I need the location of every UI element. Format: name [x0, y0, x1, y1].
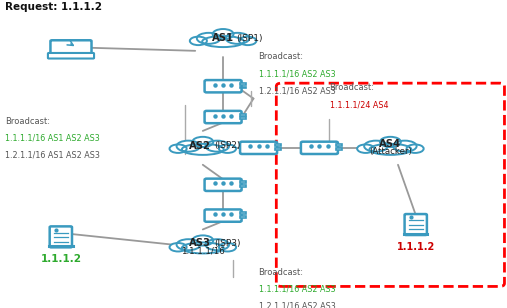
Ellipse shape: [190, 37, 207, 45]
FancyBboxPatch shape: [204, 80, 242, 92]
FancyBboxPatch shape: [405, 214, 427, 235]
FancyBboxPatch shape: [204, 111, 242, 123]
FancyBboxPatch shape: [240, 114, 246, 116]
FancyBboxPatch shape: [240, 212, 246, 214]
Ellipse shape: [202, 36, 244, 47]
FancyBboxPatch shape: [204, 209, 242, 222]
Text: 1.1.1.1/16 AS1 AS2 AS3: 1.1.1.1/16 AS1 AS2 AS3: [5, 134, 100, 143]
Text: 1.2.1.1/16 AS2 AS3: 1.2.1.1/16 AS2 AS3: [259, 86, 335, 95]
FancyBboxPatch shape: [240, 87, 246, 88]
Ellipse shape: [197, 33, 221, 44]
FancyBboxPatch shape: [204, 179, 242, 191]
Text: AS4: AS4: [379, 139, 402, 149]
Ellipse shape: [205, 141, 229, 152]
FancyBboxPatch shape: [301, 142, 338, 154]
Text: Broadcast:: Broadcast:: [259, 268, 304, 277]
FancyBboxPatch shape: [336, 148, 342, 150]
FancyBboxPatch shape: [240, 216, 246, 218]
Text: 1.1.1.1/16 AS2 AS3: 1.1.1.1/16 AS2 AS3: [259, 285, 335, 294]
FancyBboxPatch shape: [240, 117, 246, 119]
Ellipse shape: [364, 141, 388, 152]
Ellipse shape: [380, 137, 401, 147]
FancyBboxPatch shape: [240, 185, 246, 187]
Text: Broadcast:: Broadcast:: [259, 52, 304, 61]
Text: 1.1.1.1/24 AS4: 1.1.1.1/24 AS4: [330, 100, 388, 109]
Text: AS1: AS1: [212, 33, 234, 43]
FancyBboxPatch shape: [48, 53, 94, 59]
Text: AS3: AS3: [189, 238, 211, 248]
Text: 1.2.1.1/16 AS2 AS3: 1.2.1.1/16 AS2 AS3: [259, 302, 335, 308]
Ellipse shape: [192, 235, 213, 245]
Ellipse shape: [370, 144, 411, 155]
Ellipse shape: [393, 141, 417, 152]
Text: (ISP1): (ISP1): [236, 34, 262, 43]
FancyBboxPatch shape: [50, 226, 72, 247]
FancyBboxPatch shape: [240, 83, 246, 85]
FancyBboxPatch shape: [275, 144, 281, 146]
FancyBboxPatch shape: [336, 144, 342, 146]
Ellipse shape: [219, 243, 236, 251]
Text: 1.1.1.2: 1.1.1.2: [396, 242, 435, 252]
Text: 1.1.1.1/16 AS2 AS3: 1.1.1.1/16 AS2 AS3: [259, 69, 335, 78]
Ellipse shape: [226, 33, 249, 44]
Ellipse shape: [239, 37, 257, 45]
Text: Request: 1.1.1.2: Request: 1.1.1.2: [5, 2, 102, 11]
Text: (ISP3): (ISP3): [214, 239, 240, 248]
FancyBboxPatch shape: [51, 40, 91, 55]
FancyBboxPatch shape: [275, 148, 281, 150]
Text: Broadcast:: Broadcast:: [330, 83, 375, 92]
Ellipse shape: [407, 144, 424, 153]
Text: AS2: AS2: [189, 141, 211, 151]
Ellipse shape: [176, 141, 200, 152]
Ellipse shape: [205, 239, 229, 250]
Text: Broadcast:: Broadcast:: [5, 117, 50, 126]
Ellipse shape: [169, 144, 187, 153]
Ellipse shape: [182, 242, 224, 253]
Ellipse shape: [192, 137, 213, 147]
FancyBboxPatch shape: [240, 181, 246, 183]
Text: 1.1.1.2: 1.1.1.2: [41, 254, 81, 264]
Ellipse shape: [357, 144, 374, 153]
Text: (Attacker): (Attacker): [369, 147, 412, 156]
Text: (ISP2): (ISP2): [214, 141, 240, 151]
Ellipse shape: [176, 239, 200, 250]
Ellipse shape: [182, 144, 224, 155]
Ellipse shape: [169, 243, 187, 251]
Ellipse shape: [212, 29, 234, 39]
Text: 1.2.1.1/16 AS1 AS2 AS3: 1.2.1.1/16 AS1 AS2 AS3: [5, 151, 100, 160]
Text: 1.1.1.1/16: 1.1.1.1/16: [181, 246, 225, 256]
Ellipse shape: [219, 144, 236, 153]
FancyBboxPatch shape: [240, 142, 277, 154]
